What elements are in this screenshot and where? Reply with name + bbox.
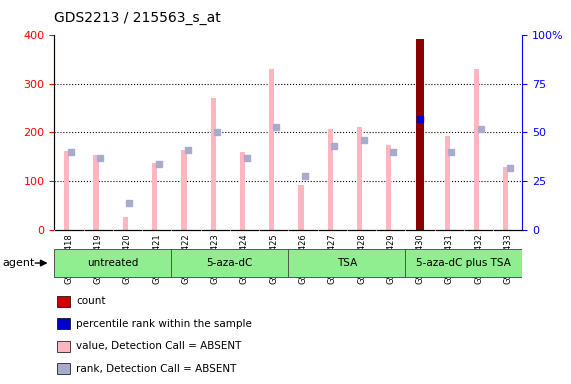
Text: TSA: TSA [337, 258, 357, 268]
Bar [94, 156, 99, 230]
Bar [298, 185, 304, 230]
Bar [328, 129, 333, 230]
Bar [503, 167, 508, 230]
Bar [57, 364, 70, 374]
Bar [57, 341, 70, 352]
FancyBboxPatch shape [171, 249, 288, 277]
Bar [181, 150, 187, 230]
Text: 5-aza-dC plus TSA: 5-aza-dC plus TSA [416, 258, 512, 268]
Bar [445, 136, 450, 230]
Text: 5-aza-dC: 5-aza-dC [207, 258, 253, 268]
Bar [240, 152, 245, 230]
FancyBboxPatch shape [405, 249, 522, 277]
Bar [123, 217, 128, 230]
Text: percentile rank within the sample: percentile rank within the sample [76, 319, 252, 329]
Bar [152, 163, 157, 230]
FancyBboxPatch shape [288, 249, 405, 277]
Bar [269, 69, 274, 230]
Bar [64, 151, 70, 230]
Bar [474, 69, 479, 230]
Text: untreated: untreated [87, 258, 138, 268]
Text: value, Detection Call = ABSENT: value, Detection Call = ABSENT [76, 341, 242, 351]
Bar [57, 296, 70, 306]
Bar [357, 127, 362, 230]
FancyBboxPatch shape [54, 249, 171, 277]
Text: rank, Detection Call = ABSENT: rank, Detection Call = ABSENT [76, 364, 236, 374]
Bar [57, 318, 70, 329]
Text: GDS2213 / 215563_s_at: GDS2213 / 215563_s_at [54, 11, 221, 25]
Bar [416, 40, 424, 230]
Text: count: count [76, 296, 106, 306]
Bar [211, 98, 216, 230]
Text: agent: agent [3, 258, 35, 268]
Bar [386, 145, 391, 230]
